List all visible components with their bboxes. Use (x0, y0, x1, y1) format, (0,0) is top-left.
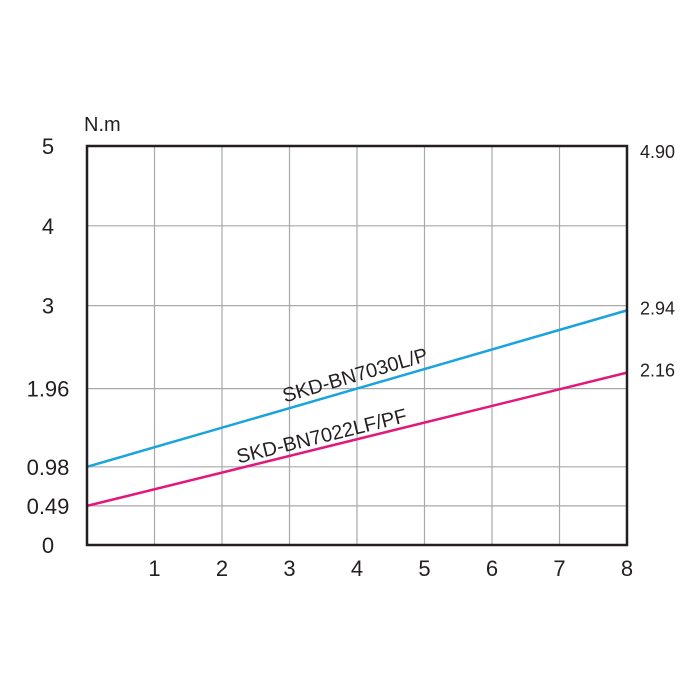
y-tick-label: 1.96 (27, 377, 70, 402)
x-tick-labels: 1 2 3 4 5 6 7 8 (148, 556, 633, 581)
right-value-labels: 4.90 2.94 2.16 (640, 142, 675, 381)
y-tick-label: 3 (42, 294, 54, 319)
right-value-label: 2.94 (640, 298, 675, 318)
x-tick-label: 4 (351, 556, 363, 581)
x-tick-label: 1 (148, 556, 160, 581)
right-value-label: 2.16 (640, 361, 675, 381)
series-line-2 (86, 371, 628, 508)
x-tick-label: 2 (216, 556, 228, 581)
x-tick-label: 7 (553, 556, 565, 581)
y-tick-label: 0.98 (27, 455, 70, 480)
y-tick-label: 0.49 (27, 494, 70, 519)
y-tick-label: 4 (42, 214, 54, 239)
y-tick-labels: 0 0.49 0.98 1.96 3 4 5 (27, 134, 70, 558)
series-lines (86, 309, 628, 508)
x-tick-label: 6 (486, 556, 498, 581)
right-value-label: 4.90 (640, 142, 675, 162)
series-line-1 (86, 309, 628, 468)
series-label-2: SKD-BN7022LF/PF (234, 405, 409, 468)
x-tick-label: 5 (418, 556, 430, 581)
plot-frame (85, 144, 629, 547)
series-label-1: SKD-BN7030L/P (280, 344, 430, 407)
grid (87, 146, 627, 545)
y-tick-label: 5 (42, 134, 54, 159)
x-tick-label: 8 (621, 556, 633, 581)
x-tick-label: 3 (283, 556, 295, 581)
y-unit-label: N.m (84, 114, 121, 136)
y-tick-label: 0 (42, 533, 54, 558)
